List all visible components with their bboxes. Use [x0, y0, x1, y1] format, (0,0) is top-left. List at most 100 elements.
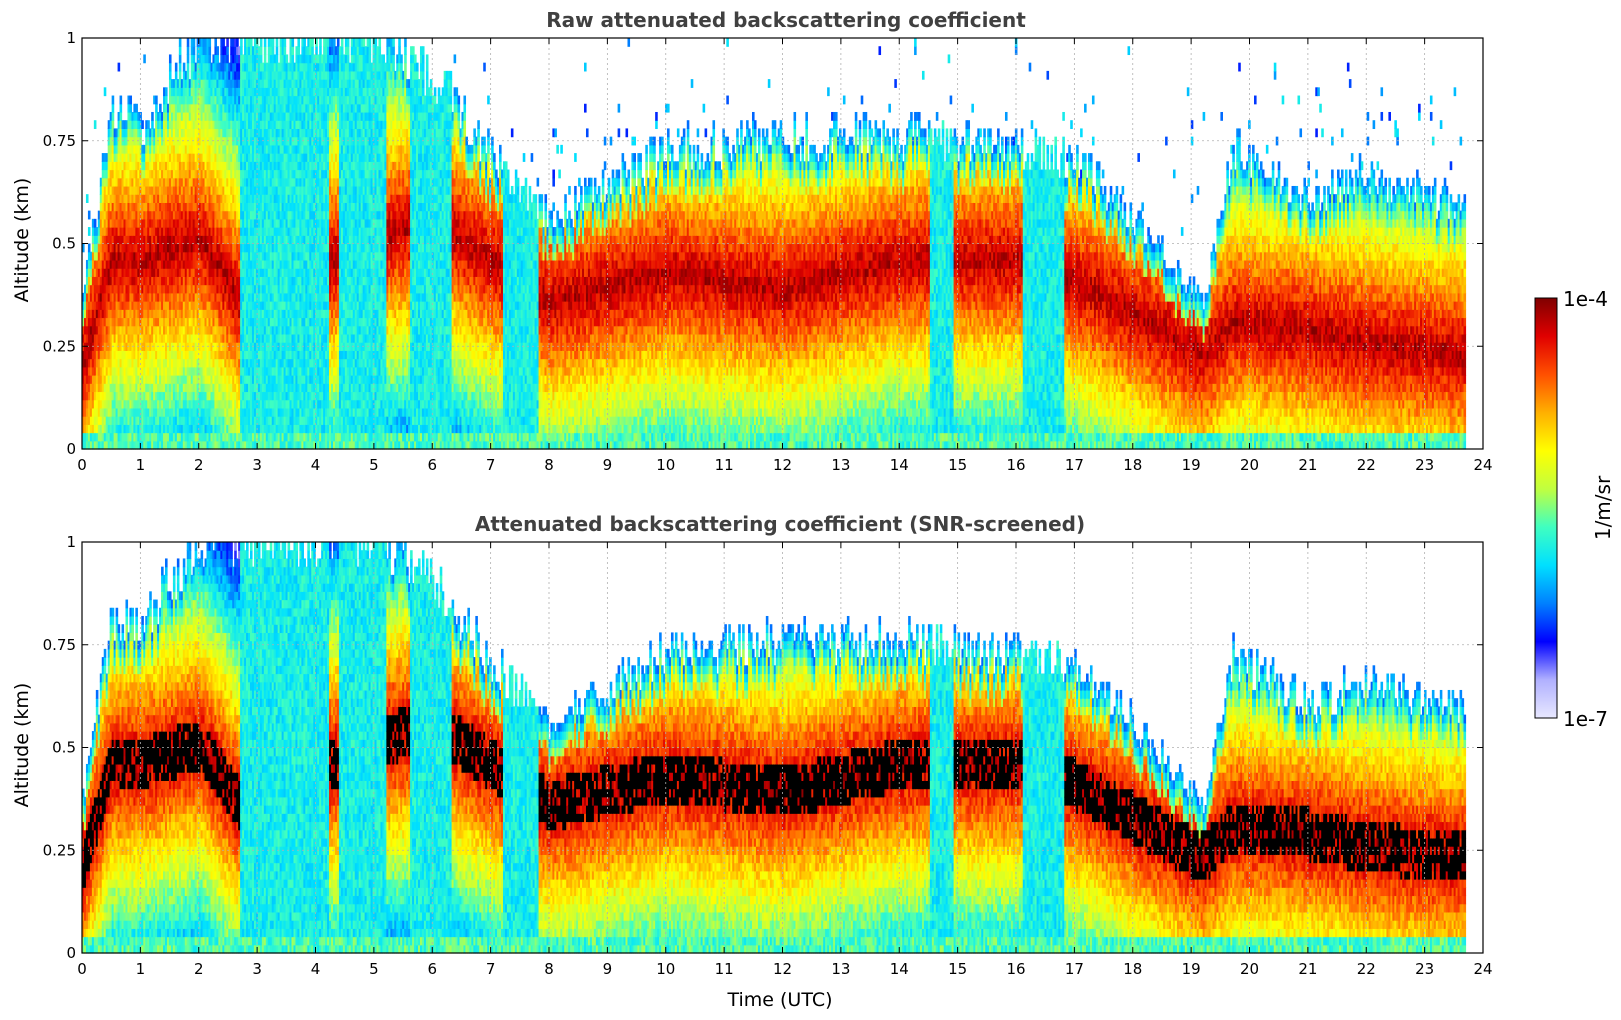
heatmap-cell — [147, 317, 150, 327]
heatmap-cell — [151, 210, 154, 220]
heatmap-cell — [103, 301, 107, 310]
heatmap-cell — [174, 120, 178, 130]
heatmap-cell — [97, 342, 101, 351]
heatmap-cell — [131, 210, 134, 220]
heatmap-cell — [163, 243, 166, 253]
heatmap-cell — [147, 268, 150, 277]
heatmap-cell — [119, 136, 123, 146]
heatmap-cell — [139, 128, 142, 138]
heatmap-cell — [170, 366, 174, 376]
heatmap-cell — [178, 399, 182, 409]
heatmap-cell — [103, 383, 107, 393]
heatmap-cell — [139, 276, 142, 286]
heatmap-cell — [121, 325, 125, 335]
heatmap-cell — [127, 153, 131, 162]
heatmap-cell — [159, 153, 162, 162]
heatmap-cell — [178, 325, 182, 335]
heatmap-cell — [125, 251, 129, 261]
heatmap-cell — [103, 87, 107, 97]
heatmap-cell — [103, 391, 107, 401]
heatmap-cell — [115, 391, 119, 401]
heatmap-cell — [133, 153, 136, 162]
heatmap-cell — [165, 268, 168, 277]
heatmap-cell — [85, 350, 89, 360]
heatmap-cell — [121, 358, 125, 368]
heatmap-cell — [113, 177, 117, 187]
heatmap-cell — [87, 210, 91, 220]
heatmap-cell — [135, 251, 138, 261]
heatmap-cell — [82, 399, 85, 409]
heatmap-cell — [119, 268, 123, 277]
heatmap-cell — [121, 301, 125, 310]
heatmap-cell — [163, 153, 166, 162]
heatmap-cell — [275, 46, 279, 56]
heatmap-cell — [83, 317, 87, 327]
heatmap-cell — [157, 153, 160, 162]
heatmap-cell — [119, 144, 123, 154]
heatmap-cell — [145, 342, 148, 351]
heatmap-cell — [151, 399, 154, 409]
heatmap-cell — [97, 325, 101, 335]
heatmap-cell — [99, 210, 103, 220]
heatmap-cell — [113, 243, 117, 253]
heatmap-cell — [151, 202, 154, 212]
heatmap-cell — [129, 218, 133, 228]
heatmap-cell — [176, 95, 180, 105]
heatmap-cell — [147, 375, 150, 384]
heatmap-cell — [165, 399, 168, 409]
heatmap-cell — [113, 350, 117, 360]
heatmap-cell — [97, 333, 101, 343]
heatmap-cell — [127, 177, 131, 187]
heatmap-cell — [111, 120, 115, 130]
heatmap-cell — [117, 128, 121, 138]
heatmap-cell — [113, 185, 117, 195]
heatmap-cell — [119, 391, 123, 401]
heatmap-cell — [145, 259, 148, 269]
heatmap-cell — [125, 161, 129, 171]
heatmap-cell — [157, 202, 160, 212]
heatmap-cell — [172, 333, 176, 343]
heatmap-cell — [131, 366, 134, 376]
heatmap-cell — [107, 210, 111, 220]
heatmap-cell — [85, 366, 89, 376]
heatmap-cell — [263, 38, 267, 47]
heatmap-cell — [151, 227, 154, 236]
heatmap-cell — [151, 153, 154, 162]
heatmap-cell — [117, 185, 121, 195]
heatmap-cell — [155, 103, 158, 113]
heatmap-cell — [107, 301, 111, 310]
heatmap-cell — [131, 301, 134, 310]
heatmap-cell — [172, 111, 176, 121]
heatmap-cell — [89, 301, 93, 310]
heatmap-cell — [93, 350, 97, 360]
heatmap-cell — [147, 259, 150, 269]
heatmap-cell — [82, 292, 85, 302]
heatmap-cell — [113, 424, 117, 434]
heatmap-cell — [145, 136, 148, 146]
heatmap-cell — [103, 194, 107, 203]
heatmap-cell — [85, 424, 89, 434]
heatmap-cell — [153, 276, 156, 286]
heatmap-cell — [153, 416, 156, 425]
heatmap-cell — [155, 301, 158, 310]
heatmap-cell — [174, 366, 178, 376]
heatmap-cell — [85, 440, 89, 450]
heatmap-cell — [172, 391, 176, 401]
heatmap-cell — [176, 243, 180, 253]
heatmap-cell — [129, 259, 133, 269]
heatmap-cell — [137, 185, 140, 195]
heatmap-cell — [121, 375, 125, 384]
heatmap-cell — [159, 128, 162, 138]
heatmap-cell — [109, 333, 113, 343]
heatmap-cell — [151, 375, 154, 384]
heatmap-cell — [109, 391, 113, 401]
heatmap-cell — [129, 128, 133, 138]
heatmap-cell — [168, 251, 172, 261]
heatmap-cell — [131, 432, 134, 442]
heatmap-cell — [127, 375, 131, 384]
heatmap-cell — [151, 169, 154, 179]
heatmap-cell — [143, 440, 146, 450]
heatmap-cell — [105, 317, 109, 327]
heatmap-cell — [103, 292, 107, 302]
heatmap-cell — [117, 227, 121, 236]
